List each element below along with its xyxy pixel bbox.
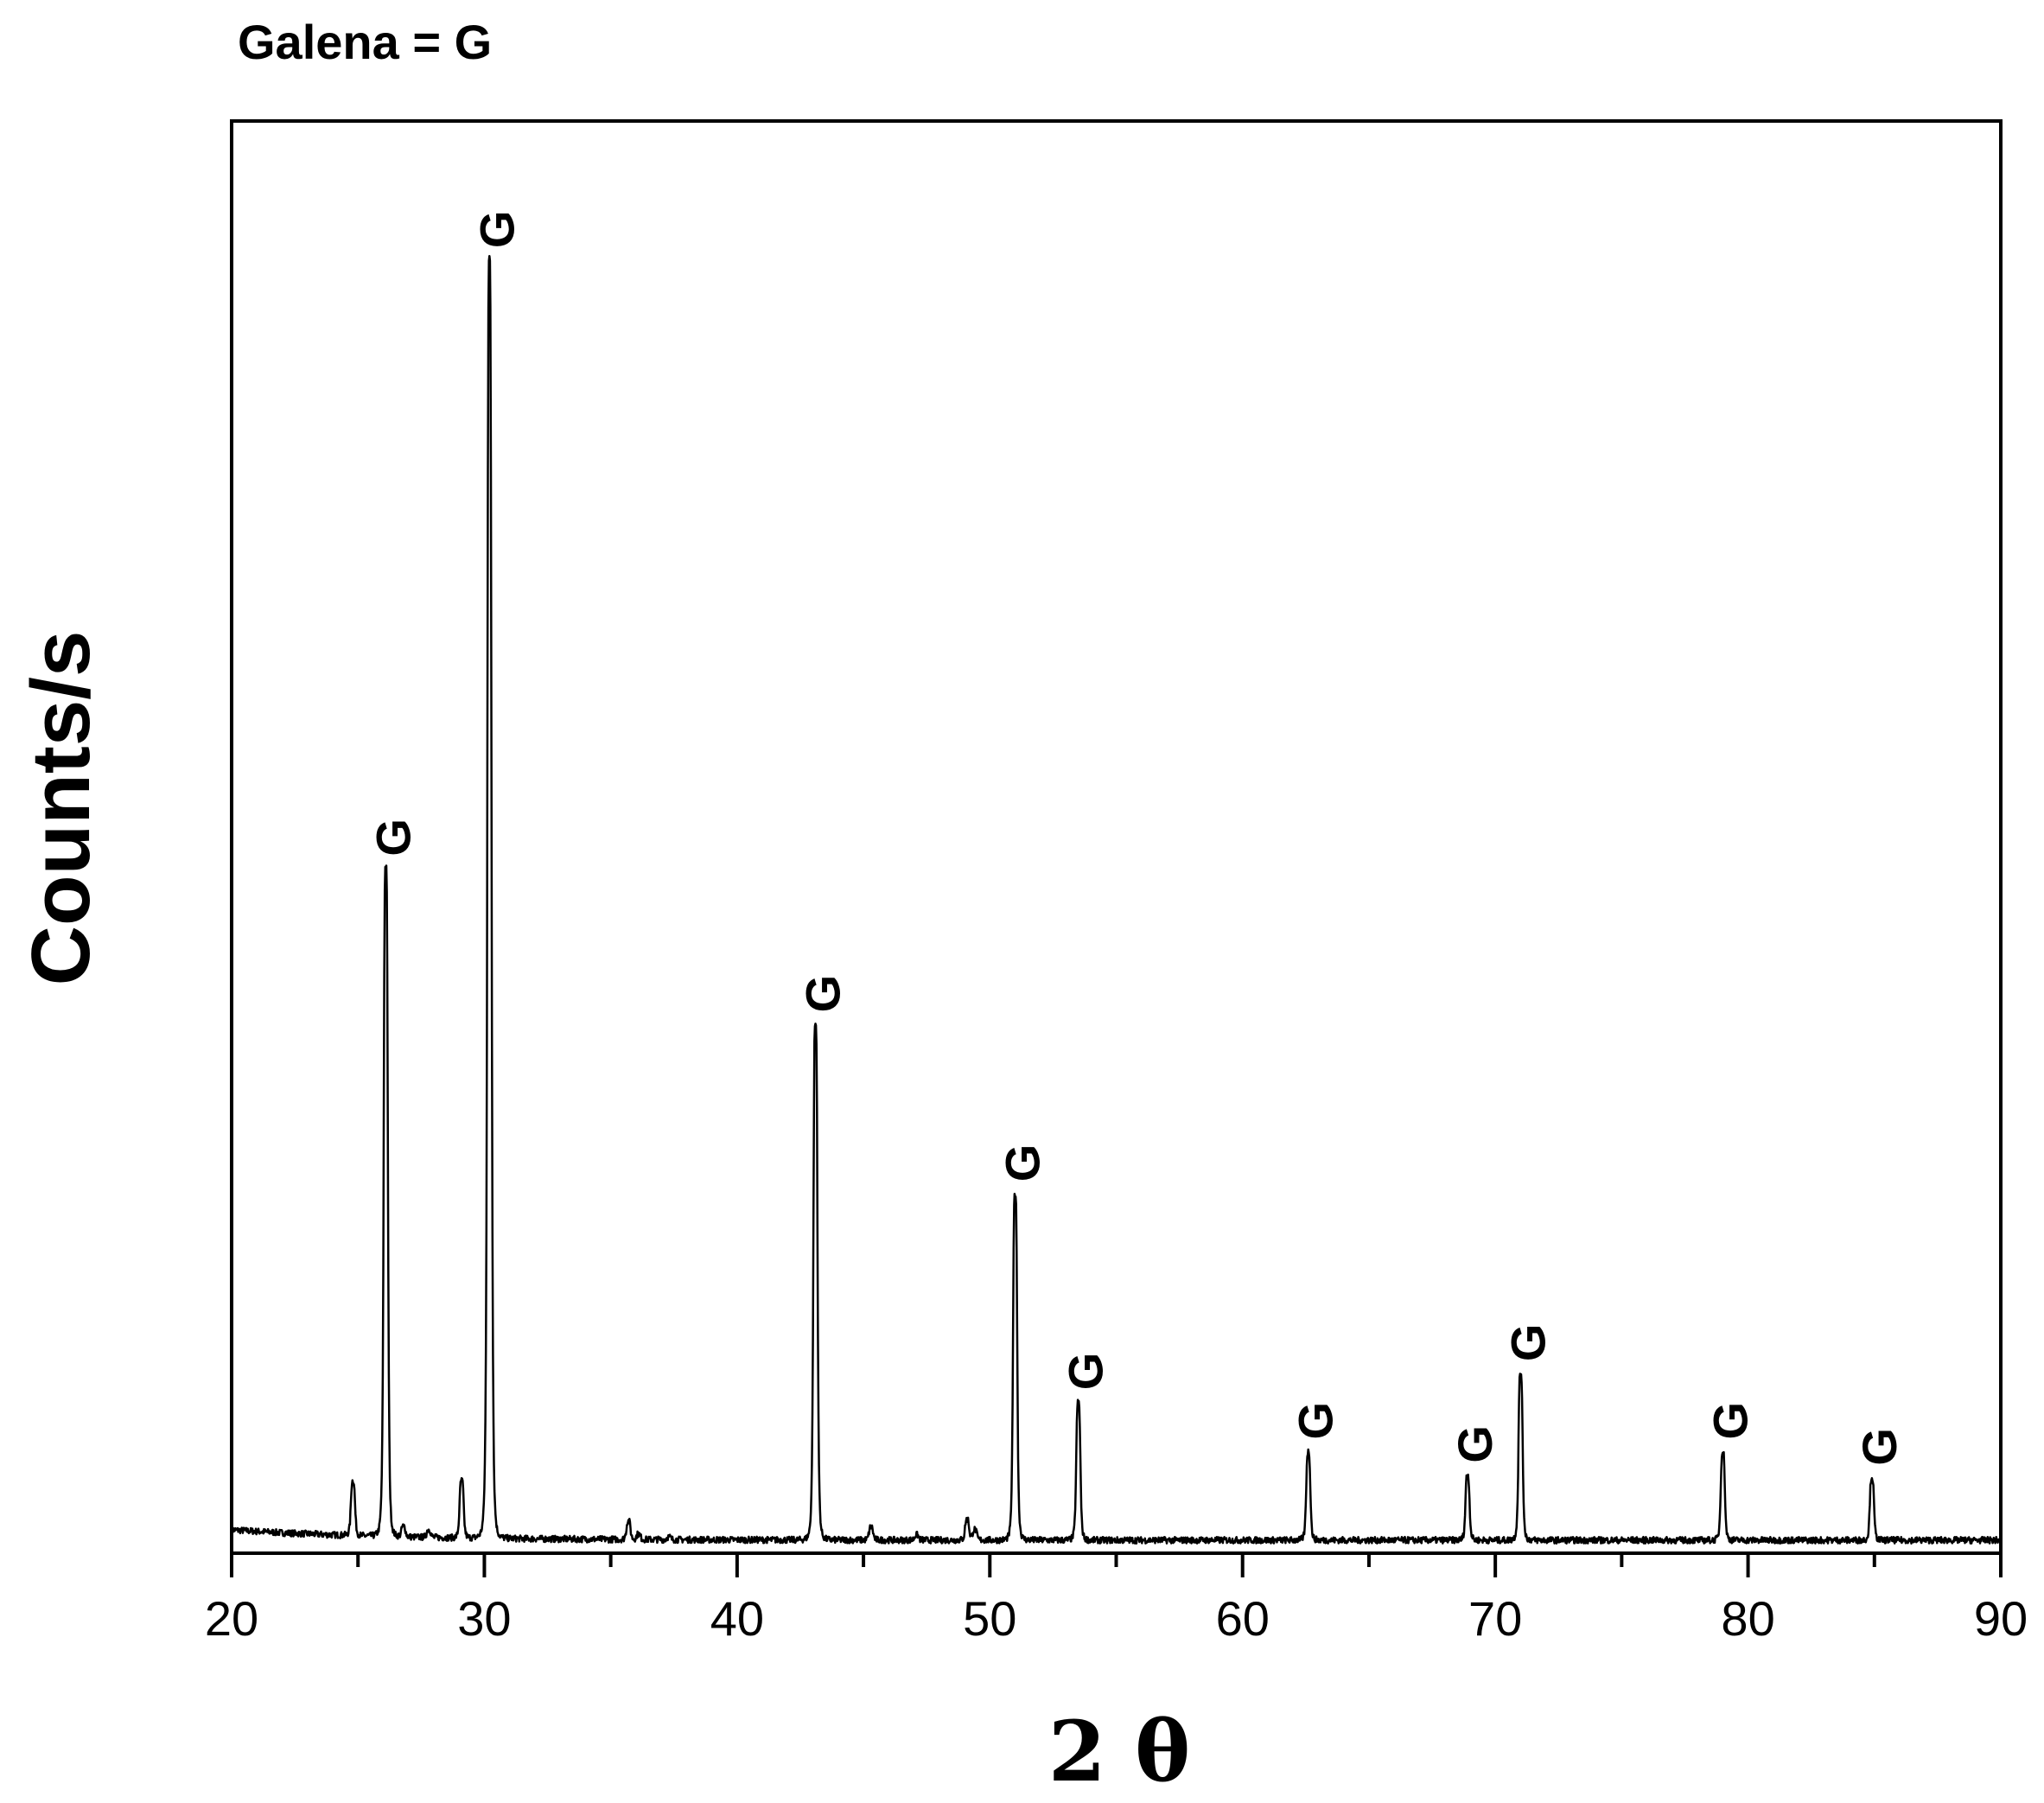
peak-label: G xyxy=(1059,1353,1113,1391)
x-axis-label: 2 θ xyxy=(1048,1703,1190,1800)
x-tick-label: 20 xyxy=(205,1591,258,1646)
peak-label: G xyxy=(366,819,420,857)
x-tick-label: 90 xyxy=(1974,1591,2028,1646)
x-tick-label: 30 xyxy=(457,1591,511,1646)
x-tick-label: 40 xyxy=(710,1591,764,1646)
x-tick-label: 70 xyxy=(1468,1591,1522,1646)
xrd-pattern-line xyxy=(230,254,2003,1545)
x-tick-label: 80 xyxy=(1721,1591,1774,1646)
peak-labels: G G G G G G G G G G xyxy=(366,211,1906,1466)
plot-frame xyxy=(230,119,2003,1555)
peak-label: G xyxy=(996,1144,1050,1182)
peak-label: G xyxy=(1500,1324,1555,1362)
peak-label: G xyxy=(796,975,850,1013)
peak-label: G xyxy=(1703,1402,1757,1440)
x-tick-label: 50 xyxy=(963,1591,1016,1646)
peak-label: G xyxy=(1289,1402,1343,1440)
x-tick-label: 60 xyxy=(1216,1591,1270,1646)
peak-label: G xyxy=(469,211,524,249)
y-axis-label: Counts/s xyxy=(15,631,107,986)
peak-label: G xyxy=(1852,1428,1907,1466)
x-axis-ticks xyxy=(230,1553,2003,1577)
peak-label: G xyxy=(1448,1425,1502,1463)
x-axis-tick-labels: 20 30 40 50 60 70 80 90 xyxy=(205,1591,2028,1646)
legend-note: Galena = G xyxy=(238,15,492,69)
